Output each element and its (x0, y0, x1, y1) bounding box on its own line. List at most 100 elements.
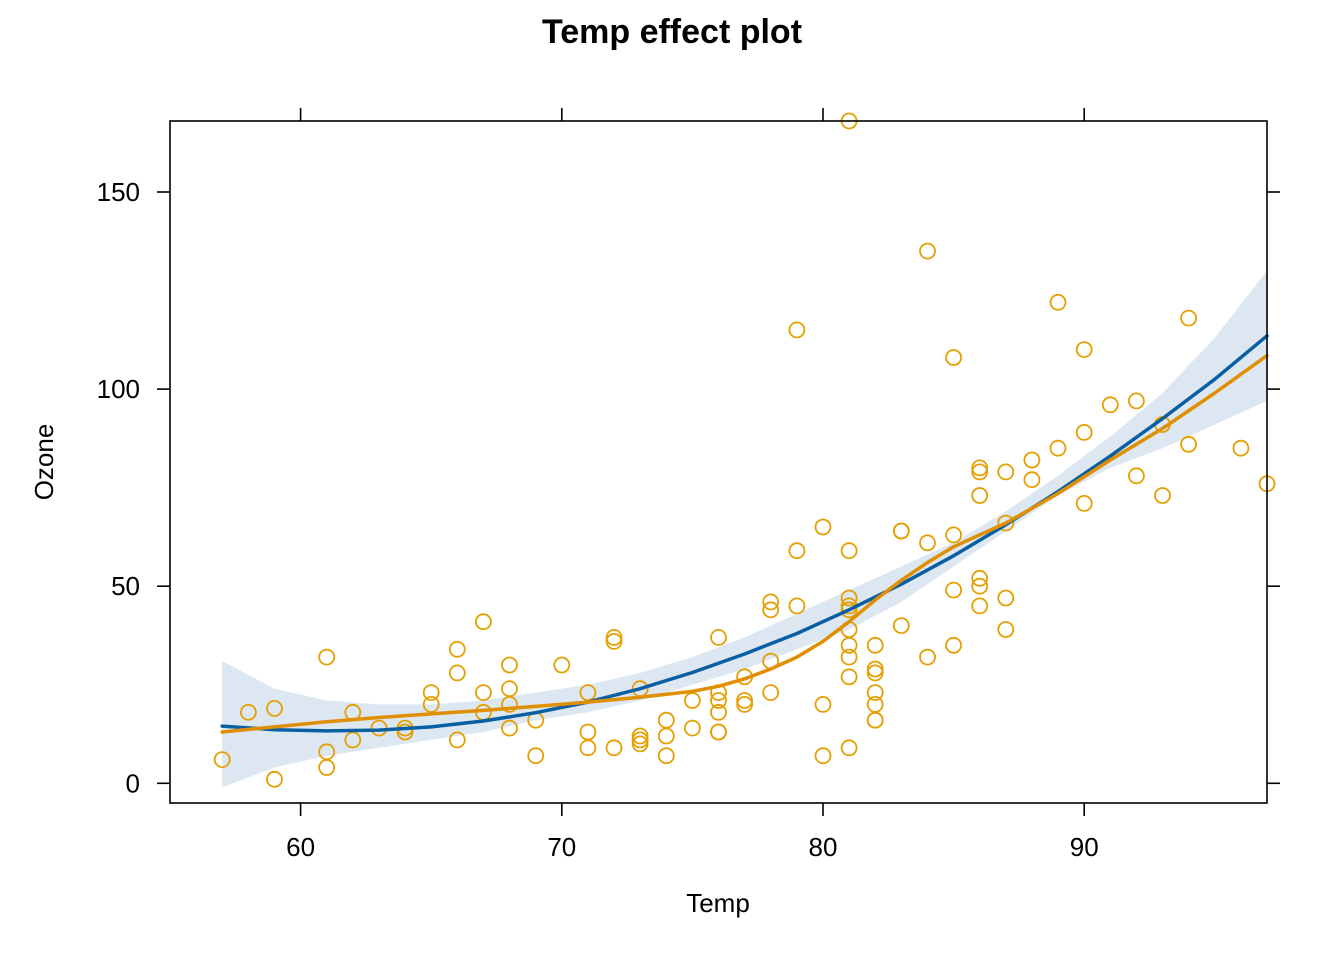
data-point (814, 518, 832, 536)
data-point (1180, 435, 1197, 453)
data-point (840, 636, 858, 654)
data-point (1101, 396, 1119, 414)
data-point (997, 514, 1015, 532)
data-point (448, 731, 466, 749)
x-tick-label: 70 (547, 832, 576, 862)
data-point (710, 629, 727, 646)
data-point (239, 703, 257, 721)
data-point (213, 751, 231, 768)
data-point (1075, 423, 1093, 441)
data-point (866, 696, 884, 713)
data-point (501, 696, 518, 713)
data-point (762, 593, 780, 611)
data-point (762, 601, 780, 619)
data-point (710, 703, 727, 721)
data-point (945, 526, 962, 544)
axes: 60 70 80 90 0 50 100 150 (97, 108, 1280, 862)
smooth-line (220, 353, 1269, 734)
data-point (605, 739, 623, 757)
data-point (945, 349, 962, 366)
data-point (866, 684, 884, 701)
data-point (736, 692, 753, 709)
chart-title: Temp effect plot (542, 13, 802, 51)
data-point (266, 700, 283, 717)
data-point (1128, 392, 1145, 410)
data-point (501, 719, 518, 737)
data-point (657, 727, 675, 745)
data-point (997, 589, 1015, 607)
data-point (866, 636, 884, 654)
data-point (318, 759, 336, 776)
data-point (919, 242, 936, 260)
data-point (710, 723, 727, 741)
data-point (1049, 293, 1067, 311)
data-point (736, 696, 753, 713)
data-point (866, 664, 884, 682)
data-point (684, 719, 701, 737)
fit-line (220, 334, 1269, 733)
data-point (657, 747, 675, 765)
data-point (971, 597, 989, 615)
y-tick-label: 100 (97, 374, 140, 404)
data-point (762, 684, 780, 701)
data-point (579, 684, 597, 701)
data-point (579, 723, 597, 741)
data-point (788, 321, 806, 339)
data-point (788, 542, 806, 560)
data-point (501, 656, 518, 674)
y-tick-label: 150 (97, 177, 140, 207)
data-point (657, 711, 675, 729)
data-point (474, 613, 492, 631)
data-point (501, 680, 518, 698)
x-tick-label: 90 (1070, 832, 1099, 862)
data-point (788, 597, 806, 615)
data-point (945, 636, 962, 654)
data-point (1023, 471, 1041, 489)
data-point (396, 723, 414, 741)
data-point (266, 770, 283, 788)
data-point (840, 668, 858, 686)
data-point (840, 739, 858, 757)
data-point (971, 487, 989, 504)
data-point (814, 747, 832, 765)
data-point (448, 664, 466, 682)
data-point (1075, 341, 1093, 359)
data-point (1075, 494, 1093, 512)
data-point (631, 731, 649, 749)
data-point (971, 577, 989, 595)
data-point (840, 589, 858, 607)
data-point (684, 692, 701, 709)
data-point (1128, 467, 1145, 485)
y-axis-label: Ozone (29, 424, 59, 501)
data-point (866, 711, 884, 729)
data-point (892, 522, 910, 540)
x-tick-label: 60 (286, 832, 315, 862)
data-point (448, 640, 466, 658)
data-point (840, 601, 858, 619)
data-point (945, 581, 962, 599)
data-point (971, 569, 989, 587)
series-lines (220, 334, 1269, 734)
data-point (892, 617, 910, 634)
data-point (840, 648, 858, 666)
data-point (474, 684, 492, 701)
y-tick-label: 50 (111, 571, 140, 601)
data-point (997, 621, 1015, 638)
data-point (1154, 487, 1171, 504)
data-point (1049, 439, 1067, 457)
y-tick-label: 0 (126, 768, 140, 798)
data-point (971, 463, 989, 481)
data-point (1180, 309, 1197, 327)
data-point (422, 684, 440, 701)
data-point (997, 463, 1015, 481)
data-point (814, 696, 832, 713)
x-tick-label: 80 (809, 832, 838, 862)
data-point (866, 660, 884, 678)
confidence-band-area (222, 270, 1268, 788)
data-point (840, 542, 858, 560)
data-point (631, 727, 649, 745)
data-point (553, 656, 571, 674)
confidence-band (222, 270, 1268, 788)
data-point (605, 633, 623, 650)
